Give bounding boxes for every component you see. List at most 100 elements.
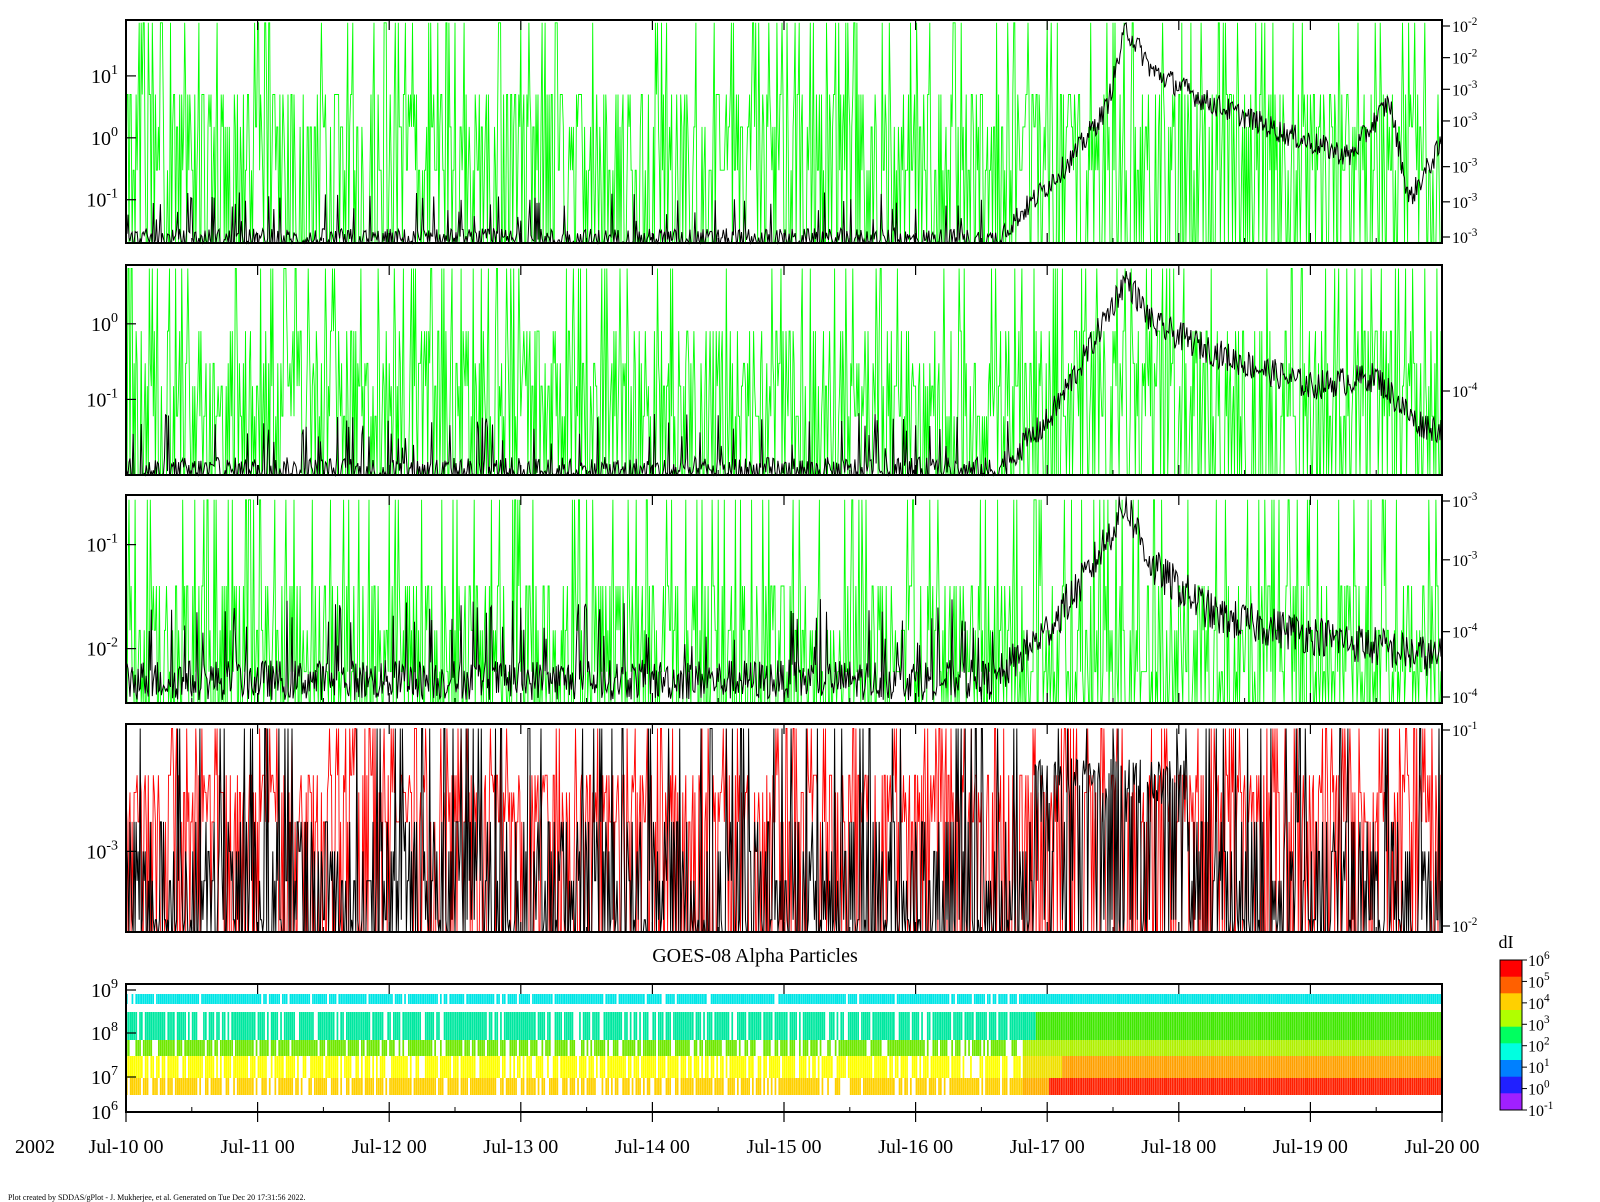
heatmap-cell [855, 1012, 858, 1040]
heatmap-cell [757, 994, 760, 1004]
heatmap-cell [609, 1012, 611, 1040]
colorbar-label: dI [1499, 932, 1514, 952]
heatmap-cell [988, 1012, 991, 1040]
heatmap-cell [1131, 1012, 1134, 1040]
xtick-label-7: Jul-16 00 [878, 1136, 953, 1158]
heatmap-cell [141, 1056, 143, 1078]
heatmap-cell [178, 1078, 181, 1095]
heatmap-cell [1306, 1056, 1309, 1078]
heatmap-cell [1304, 994, 1307, 1004]
heatmap-cell [633, 1012, 636, 1040]
heatmap-cell [1370, 1056, 1373, 1078]
heatmap-cell [1235, 994, 1237, 1004]
heatmap-cell [176, 1056, 179, 1078]
heatmap-cell [1270, 1012, 1273, 1040]
heatmap-cell [1240, 994, 1243, 1004]
heatmap-cell [383, 1040, 386, 1056]
heatmap-cell [223, 1012, 226, 1040]
heatmap-cell [453, 1040, 455, 1056]
heatmap-cell [1013, 1078, 1016, 1095]
heatmap-cell [545, 994, 547, 1004]
heatmap-cell [1299, 1040, 1301, 1056]
heatmap-cell [1376, 1012, 1378, 1040]
heatmap-cell [678, 1040, 681, 1056]
heatmap-cell [1415, 994, 1418, 1004]
heatmap-cell [891, 1078, 893, 1095]
heatmap-cell [872, 1078, 875, 1095]
heatmap-cell [669, 1078, 671, 1095]
heatmap-cell [534, 1012, 536, 1040]
heatmap-cell [285, 1012, 288, 1040]
heatmap-cell [896, 1040, 899, 1056]
heatmap-cell [359, 994, 361, 1004]
heatmap-cell [1150, 1040, 1153, 1056]
heatmap-cell [1060, 1040, 1063, 1056]
heatmap-cell [1438, 994, 1440, 1004]
heatmap-cell [1293, 1012, 1296, 1040]
heatmap-cell [191, 994, 194, 1004]
heatmap-cell [310, 1040, 312, 1056]
heatmap-cell [1193, 1040, 1196, 1056]
heatmap-cell [479, 1040, 482, 1056]
heatmap-cell [171, 1078, 173, 1095]
heatmap-cell [225, 1040, 228, 1056]
heatmap-cell [451, 1078, 453, 1095]
heatmap-cell [716, 1040, 718, 1056]
heatmap-cell [417, 1012, 420, 1040]
heatmap-cell [778, 1078, 781, 1095]
heatmap-cell [197, 994, 200, 1004]
heatmap-cell [372, 1056, 374, 1078]
heatmap-cell [1383, 1078, 1386, 1095]
heatmap-cell [1274, 1078, 1277, 1095]
heatmap-cell [945, 1012, 948, 1040]
heatmap-cell [759, 1078, 762, 1095]
heatmap-cell [302, 1040, 305, 1056]
heatmap-cell [1173, 994, 1175, 1004]
heatmap-cell [231, 1040, 233, 1056]
heatmap-cell [1229, 1078, 1232, 1095]
heatmap-cell [1212, 1040, 1215, 1056]
heatmap-cell [1178, 1040, 1181, 1056]
heatmap-cell [1037, 1078, 1040, 1095]
heatmap-cell [1205, 1078, 1207, 1095]
heatmap-cell [287, 1012, 290, 1040]
heatmap-cell [522, 1040, 525, 1056]
heatmap-cell [261, 1040, 264, 1056]
heatmap-cell [1160, 1078, 1162, 1095]
heatmap-cell [1210, 1078, 1213, 1095]
heatmap-cell [278, 1078, 280, 1095]
heatmap-cell [1041, 994, 1044, 1004]
heatmap-cell [1340, 1078, 1343, 1095]
heatmap-cell [763, 994, 765, 1004]
heatmap-cell [233, 1012, 235, 1040]
heatmap-cell [374, 1040, 376, 1056]
heatmap-cell [299, 1012, 301, 1040]
heatmap-cell [789, 1040, 792, 1056]
heatmap-cell [396, 994, 399, 1004]
heatmap-cell [156, 1056, 158, 1078]
heatmap-cell [1073, 1078, 1076, 1095]
heatmap-cell [235, 1040, 237, 1056]
heatmap-cell [1299, 994, 1301, 1004]
heatmap-cell [571, 1012, 574, 1040]
heatmap-cell [554, 1040, 557, 1056]
heatmap-cell [669, 1012, 671, 1040]
heatmap-cell [1028, 1078, 1031, 1095]
heatmap-cell [1163, 1040, 1166, 1056]
heatmap-cell [238, 1012, 241, 1040]
heatmap-cell [1381, 1040, 1384, 1056]
heatmap-cell [644, 1040, 647, 1056]
heatmap-cell [938, 994, 940, 1004]
heatmap-cell [1107, 1040, 1110, 1056]
heatmap-cell [799, 1056, 801, 1078]
heatmap-cell [1323, 1078, 1326, 1095]
heatmap-cell [289, 1012, 292, 1040]
heatmap-cell [1398, 1012, 1401, 1040]
heatmap-cell [904, 1078, 906, 1095]
heatmap-cell [488, 994, 491, 1004]
heatmap-cell [1417, 1078, 1420, 1095]
heatmap-cell [847, 994, 850, 1004]
heatmap-cell [1216, 1056, 1219, 1078]
heatmap-cell [227, 1012, 230, 1040]
heatmap-cell [827, 1056, 829, 1078]
